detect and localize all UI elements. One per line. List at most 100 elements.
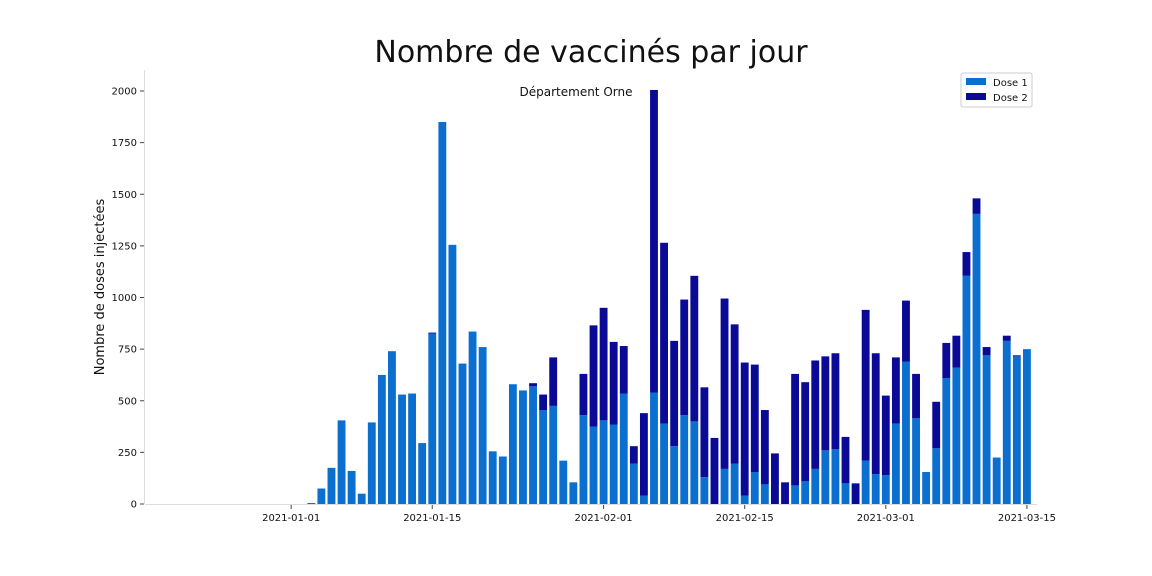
bar-dose1 (1012, 356, 1021, 504)
bar-dose2 (912, 373, 920, 419)
bar-dose2 (660, 242, 668, 424)
bar-dose1 (549, 405, 558, 504)
bar-dose1 (599, 420, 608, 504)
bar-dose1 (508, 384, 517, 504)
bar-dose1 (408, 393, 417, 504)
bar-dose1 (962, 275, 971, 504)
y-tick-label: 2000 (112, 87, 137, 98)
bar-dose2 (730, 324, 739, 464)
bar-dose1 (398, 394, 406, 504)
y-tick-label: 250 (118, 448, 137, 459)
bar-dose1 (458, 363, 467, 504)
bar-dose1 (750, 471, 759, 504)
bar-dose2 (680, 299, 689, 416)
x-tick-label: 2021-02-15 (716, 513, 774, 524)
bar-dose2 (549, 357, 558, 406)
bar-dose2 (720, 298, 729, 469)
bars-group (307, 89, 1031, 505)
bar-dose2 (609, 341, 618, 425)
legend-swatch-dose2 (966, 93, 986, 100)
bar-dose2 (619, 346, 628, 394)
bar-dose2 (962, 252, 971, 276)
bar-dose1 (498, 456, 507, 504)
bar-dose1 (357, 493, 366, 504)
bar-dose1 (529, 386, 537, 504)
bar-dose2 (428, 332, 437, 334)
bar-dose2 (771, 453, 779, 504)
legend-label-dose1: Dose 1 (993, 78, 1028, 89)
bar-dose1 (801, 481, 810, 504)
bar-dose1 (831, 449, 840, 504)
bar-dose2 (791, 373, 800, 486)
bar-dose1 (982, 355, 991, 504)
y-tick-label: 750 (118, 345, 137, 356)
chart-subtitle: Département Orne (520, 85, 633, 99)
y-tick-label: 1000 (112, 293, 137, 304)
bar-dose1 (579, 415, 588, 504)
bar-dose1 (760, 484, 769, 504)
y-tick-label: 500 (118, 396, 137, 407)
bar-dose1 (680, 415, 689, 504)
bar-dose1 (388, 351, 396, 504)
bar-dose2 (589, 325, 598, 427)
bar-dose2 (529, 383, 537, 387)
bar-dose1 (992, 457, 1001, 504)
bar-dose1 (488, 451, 497, 504)
bar-dose1 (418, 443, 427, 504)
bar-dose1 (519, 390, 527, 504)
bar-dose1 (428, 333, 437, 504)
bar-dose2 (982, 347, 991, 356)
bar-dose1 (811, 468, 820, 504)
bar-dose1 (448, 244, 457, 504)
bar-dose2 (942, 342, 951, 379)
bar-dose1 (972, 213, 981, 504)
bar-dose1 (589, 426, 598, 504)
bar-dose2 (811, 360, 820, 469)
bar-dose1 (478, 347, 487, 504)
bar-dose1 (347, 470, 356, 504)
bar-dose1 (952, 367, 961, 504)
bar-dose2 (579, 373, 588, 416)
bar-dose1 (891, 423, 900, 504)
bar-dose1 (619, 393, 628, 504)
legend-swatch-dose1 (966, 78, 986, 85)
bar-dose1 (629, 463, 638, 504)
bar-dose1 (1022, 349, 1031, 505)
bar-dose2 (700, 387, 709, 478)
bar-dose1 (791, 485, 800, 504)
bar-dose1 (559, 460, 568, 504)
x-ticks: 2021-01-01 2021-01-15 2021-02-01 2021-02-15… (262, 505, 1056, 524)
bar-dose1 (730, 463, 739, 504)
bar-dose2 (710, 437, 719, 504)
bar-dose1 (438, 121, 447, 504)
bar-dose1 (912, 418, 920, 504)
bar-dose1 (700, 477, 709, 504)
bar-dose2 (670, 340, 679, 447)
bar-dose2 (1002, 335, 1011, 341)
bar-dose2 (871, 353, 880, 475)
x-tick-label: 2021-03-15 (998, 513, 1056, 524)
y-ticks: 0 250 500 750 1000 1250 1500 1750 2000 (112, 87, 144, 511)
bar-dose2 (831, 353, 840, 450)
bar-dose2 (902, 300, 910, 362)
bar-dose1 (639, 495, 648, 504)
bar-dose1 (1002, 340, 1011, 504)
x-tick-label: 2021-03-01 (857, 513, 915, 524)
y-tick-label: 0 (131, 500, 137, 511)
bar-dose1 (609, 424, 618, 504)
bar-dose2 (629, 446, 638, 464)
bar-dose1 (670, 446, 679, 504)
bar-dose2 (932, 401, 941, 449)
y-tick-label: 1750 (112, 138, 137, 149)
bar-dose2 (539, 394, 548, 411)
x-tick-label: 2021-01-15 (403, 513, 461, 524)
bar-dose1 (881, 475, 890, 504)
bar-dose2 (1012, 355, 1021, 357)
bar-dose1 (720, 468, 729, 504)
bar-dose1 (660, 423, 668, 504)
bar-dose1 (539, 410, 548, 504)
y-axis-label: Nombre de doses injectées (93, 199, 108, 376)
bar-dose2 (881, 395, 890, 476)
bar-dose1 (690, 421, 699, 504)
bar-dose1 (317, 488, 326, 504)
